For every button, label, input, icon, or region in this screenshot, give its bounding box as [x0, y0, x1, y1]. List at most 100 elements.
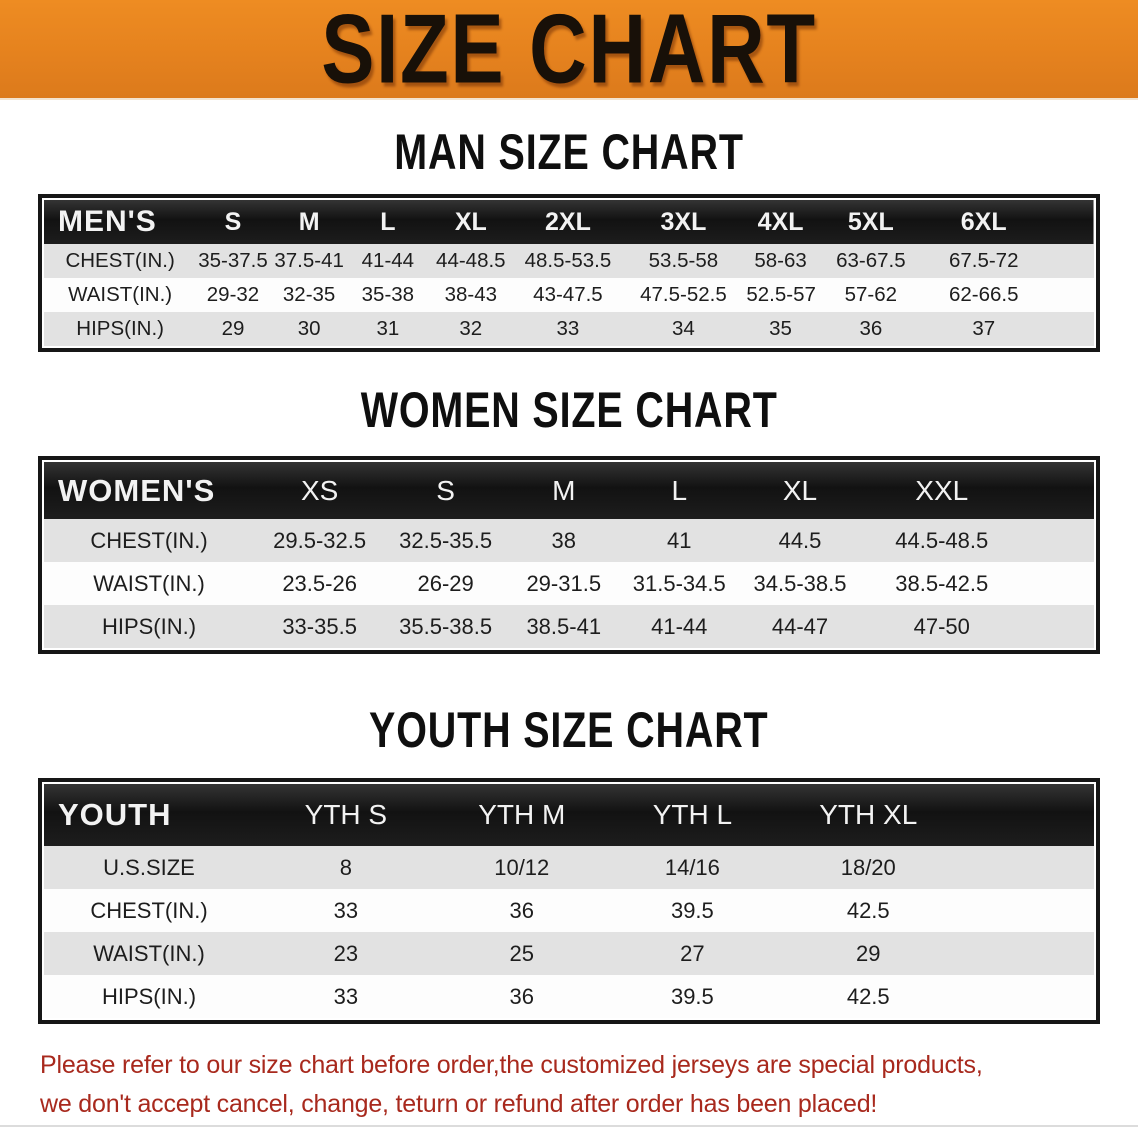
- measurement-cell: 18/20: [840, 854, 896, 880]
- womens-size-chart-section: WOMEN SIZE CHART WOMEN'S XS S M L XL XXL CHEST(…: [0, 381, 1138, 654]
- table-header-label: MEN'S: [58, 205, 157, 238]
- measurement-cell: 29.5-32.5: [273, 527, 367, 553]
- measurement-cell: 63-67.5: [836, 249, 906, 272]
- measurement-cell: 47-50: [913, 613, 970, 639]
- measurement-cell: 29-31.5: [526, 570, 602, 596]
- measurement-cell: 52.5-57: [746, 283, 816, 306]
- measurement-cell: 42.5: [846, 897, 890, 923]
- row-label: WAIST(IN.): [93, 940, 205, 966]
- measurement-cell: 58-63: [754, 249, 807, 272]
- measurement-cell: 31.5-34.5: [632, 570, 726, 596]
- measurement-cell: 44.5-48.5: [895, 527, 989, 553]
- youth-size-table: YOUTH YTH S YTH M YTH L YTH XL U.S.SIZE 8 10/12…: [38, 778, 1100, 1024]
- size-column-header: YTH M: [478, 799, 566, 830]
- row-label: HIPS(IN.): [101, 613, 197, 639]
- row-label: U.S.SIZE: [103, 854, 195, 880]
- measurement-cell: 29: [221, 317, 245, 340]
- measurement-cell: 33: [556, 317, 580, 340]
- disclaimer-line-2: we don't accept cancel, change, teturn o…: [40, 1090, 878, 1118]
- measurement-cell: 29: [856, 940, 881, 966]
- table-row: WAIST(IN.) 29-32 32-35 35-38 38-43 43-47.5 47.…: [44, 278, 1094, 312]
- measurement-cell: 44-48.5: [436, 249, 506, 272]
- measurement-cell: 35-37.5: [198, 249, 268, 272]
- table-header-row: YOUTH YTH S YTH M YTH L YTH XL: [44, 784, 1094, 846]
- table-row: HIPS(IN.) 33 36 39.5 42.5: [44, 975, 1094, 1018]
- disclaimer: Please refer to our size chart before or…: [40, 1046, 1138, 1124]
- row-spacer: [1021, 562, 1095, 605]
- mens-size-table: MEN'S S M L XL 2XL 3XL 4XL 5XL 6XL CHEST(IN.) 35-37…: [38, 194, 1100, 352]
- measurement-cell: 8: [339, 854, 352, 880]
- row-spacer: [1021, 519, 1095, 562]
- size-column-header: M: [298, 207, 320, 236]
- size-column-header: YTH S: [304, 799, 388, 830]
- row-label: WAIST(IN.): [68, 283, 173, 306]
- measurement-cell: 41: [667, 527, 692, 553]
- table-header-row: MEN'S S M L XL 2XL 3XL 4XL 5XL 6XL: [44, 200, 1094, 244]
- size-column-header: YTH XL: [819, 799, 918, 830]
- table-header-label: WOMEN'S: [58, 472, 216, 508]
- row-spacer: [958, 889, 1095, 932]
- size-column-header: M: [552, 474, 576, 506]
- measurement-cell: 44-47: [771, 613, 829, 639]
- youth-section-heading-text: YOUTH SIZE CHART: [369, 701, 769, 758]
- bottom-edge-line: [0, 1125, 1138, 1127]
- size-column-header: XS: [300, 474, 339, 506]
- youth-section-heading: YOUTH SIZE CHART: [0, 701, 1138, 758]
- row-spacer: [958, 975, 1095, 1018]
- measurement-cell: 39.5: [670, 897, 714, 923]
- table-header-row: WOMEN'S XS S M L XL XXL: [44, 462, 1094, 519]
- size-column-header: 6XL: [960, 207, 1007, 236]
- header-spacer: [958, 784, 1095, 846]
- measurement-cell: 30: [297, 317, 321, 340]
- measurement-cell: 57-62: [844, 283, 898, 306]
- measurement-cell: 41-44: [651, 613, 708, 639]
- table-row: WAIST(IN.) 23 25 27 29: [44, 932, 1094, 975]
- measurement-cell: 27: [680, 940, 705, 966]
- banner: SIZE CHART: [0, 0, 1138, 100]
- row-spacer: [1021, 605, 1095, 648]
- row-spacer: [1041, 244, 1094, 278]
- measurement-cell: 25: [509, 940, 534, 966]
- measurement-cell: 36: [859, 317, 883, 340]
- womens-section-heading-text: WOMEN SIZE CHART: [360, 381, 778, 438]
- size-column-header: L: [380, 207, 396, 236]
- table-row: HIPS(IN.) 33-35.5 35.5-38.5 38.5-41 41-44 44-…: [44, 605, 1094, 648]
- table-row: HIPS(IN.) 29 30 31 32 33 34 35 36 37: [44, 312, 1094, 346]
- measurement-cell: 31: [376, 317, 400, 340]
- measurement-cell: 14/16: [664, 854, 720, 880]
- size-column-header: 3XL: [660, 207, 707, 236]
- measurement-cell: 33: [333, 983, 359, 1009]
- womens-section-heading: WOMEN SIZE CHART: [0, 381, 1138, 438]
- size-column-header: XL: [782, 474, 818, 506]
- table-row: CHEST(IN.) 33 36 39.5 42.5: [44, 889, 1094, 932]
- row-spacer: [1041, 312, 1094, 346]
- size-column-header: S: [224, 207, 242, 236]
- measurement-cell: 35.5-38.5: [399, 613, 493, 639]
- mens-section-heading: MAN SIZE CHART: [0, 123, 1138, 180]
- measurement-cell: 32-35: [282, 283, 336, 306]
- measurement-cell: 44.5: [778, 527, 822, 553]
- header-spacer: [1021, 462, 1095, 519]
- measurement-cell: 38.5-42.5: [895, 570, 989, 596]
- measurement-cell: 37.5-41: [274, 249, 344, 272]
- table-row: WAIST(IN.) 23.5-26 26-29 29-31.5 31.5-34.5 34…: [44, 562, 1094, 605]
- table-row: U.S.SIZE 8 10/12 14/16 18/20: [44, 846, 1094, 889]
- measurement-cell: 62-66.5: [948, 283, 1019, 306]
- mens-section-heading-text: MAN SIZE CHART: [394, 123, 744, 180]
- row-label: HIPS(IN.): [76, 317, 164, 340]
- measurement-cell: 34.5-38.5: [753, 570, 847, 596]
- measurement-cell: 33: [333, 897, 359, 923]
- measurement-cell: 32.5-35.5: [399, 527, 493, 553]
- row-label: HIPS(IN.): [101, 983, 197, 1009]
- disclaimer-line-1: Please refer to our size chart before or…: [40, 1051, 983, 1079]
- table-row: CHEST(IN.) 35-37.5 37.5-41 41-44 44-48.5 48.5…: [44, 244, 1094, 278]
- youth-size-chart-section: YOUTH SIZE CHART YOUTH YTH S YTH M YTH L YTH…: [0, 701, 1138, 1024]
- size-column-header: 4XL: [757, 207, 804, 236]
- measurement-cell: 35-38: [361, 283, 415, 306]
- measurement-cell: 10/12: [494, 854, 550, 880]
- measurement-cell: 53.5-58: [648, 249, 719, 272]
- measurement-cell: 37: [972, 317, 996, 340]
- measurement-cell: 34: [672, 317, 695, 340]
- row-spacer: [1041, 278, 1094, 312]
